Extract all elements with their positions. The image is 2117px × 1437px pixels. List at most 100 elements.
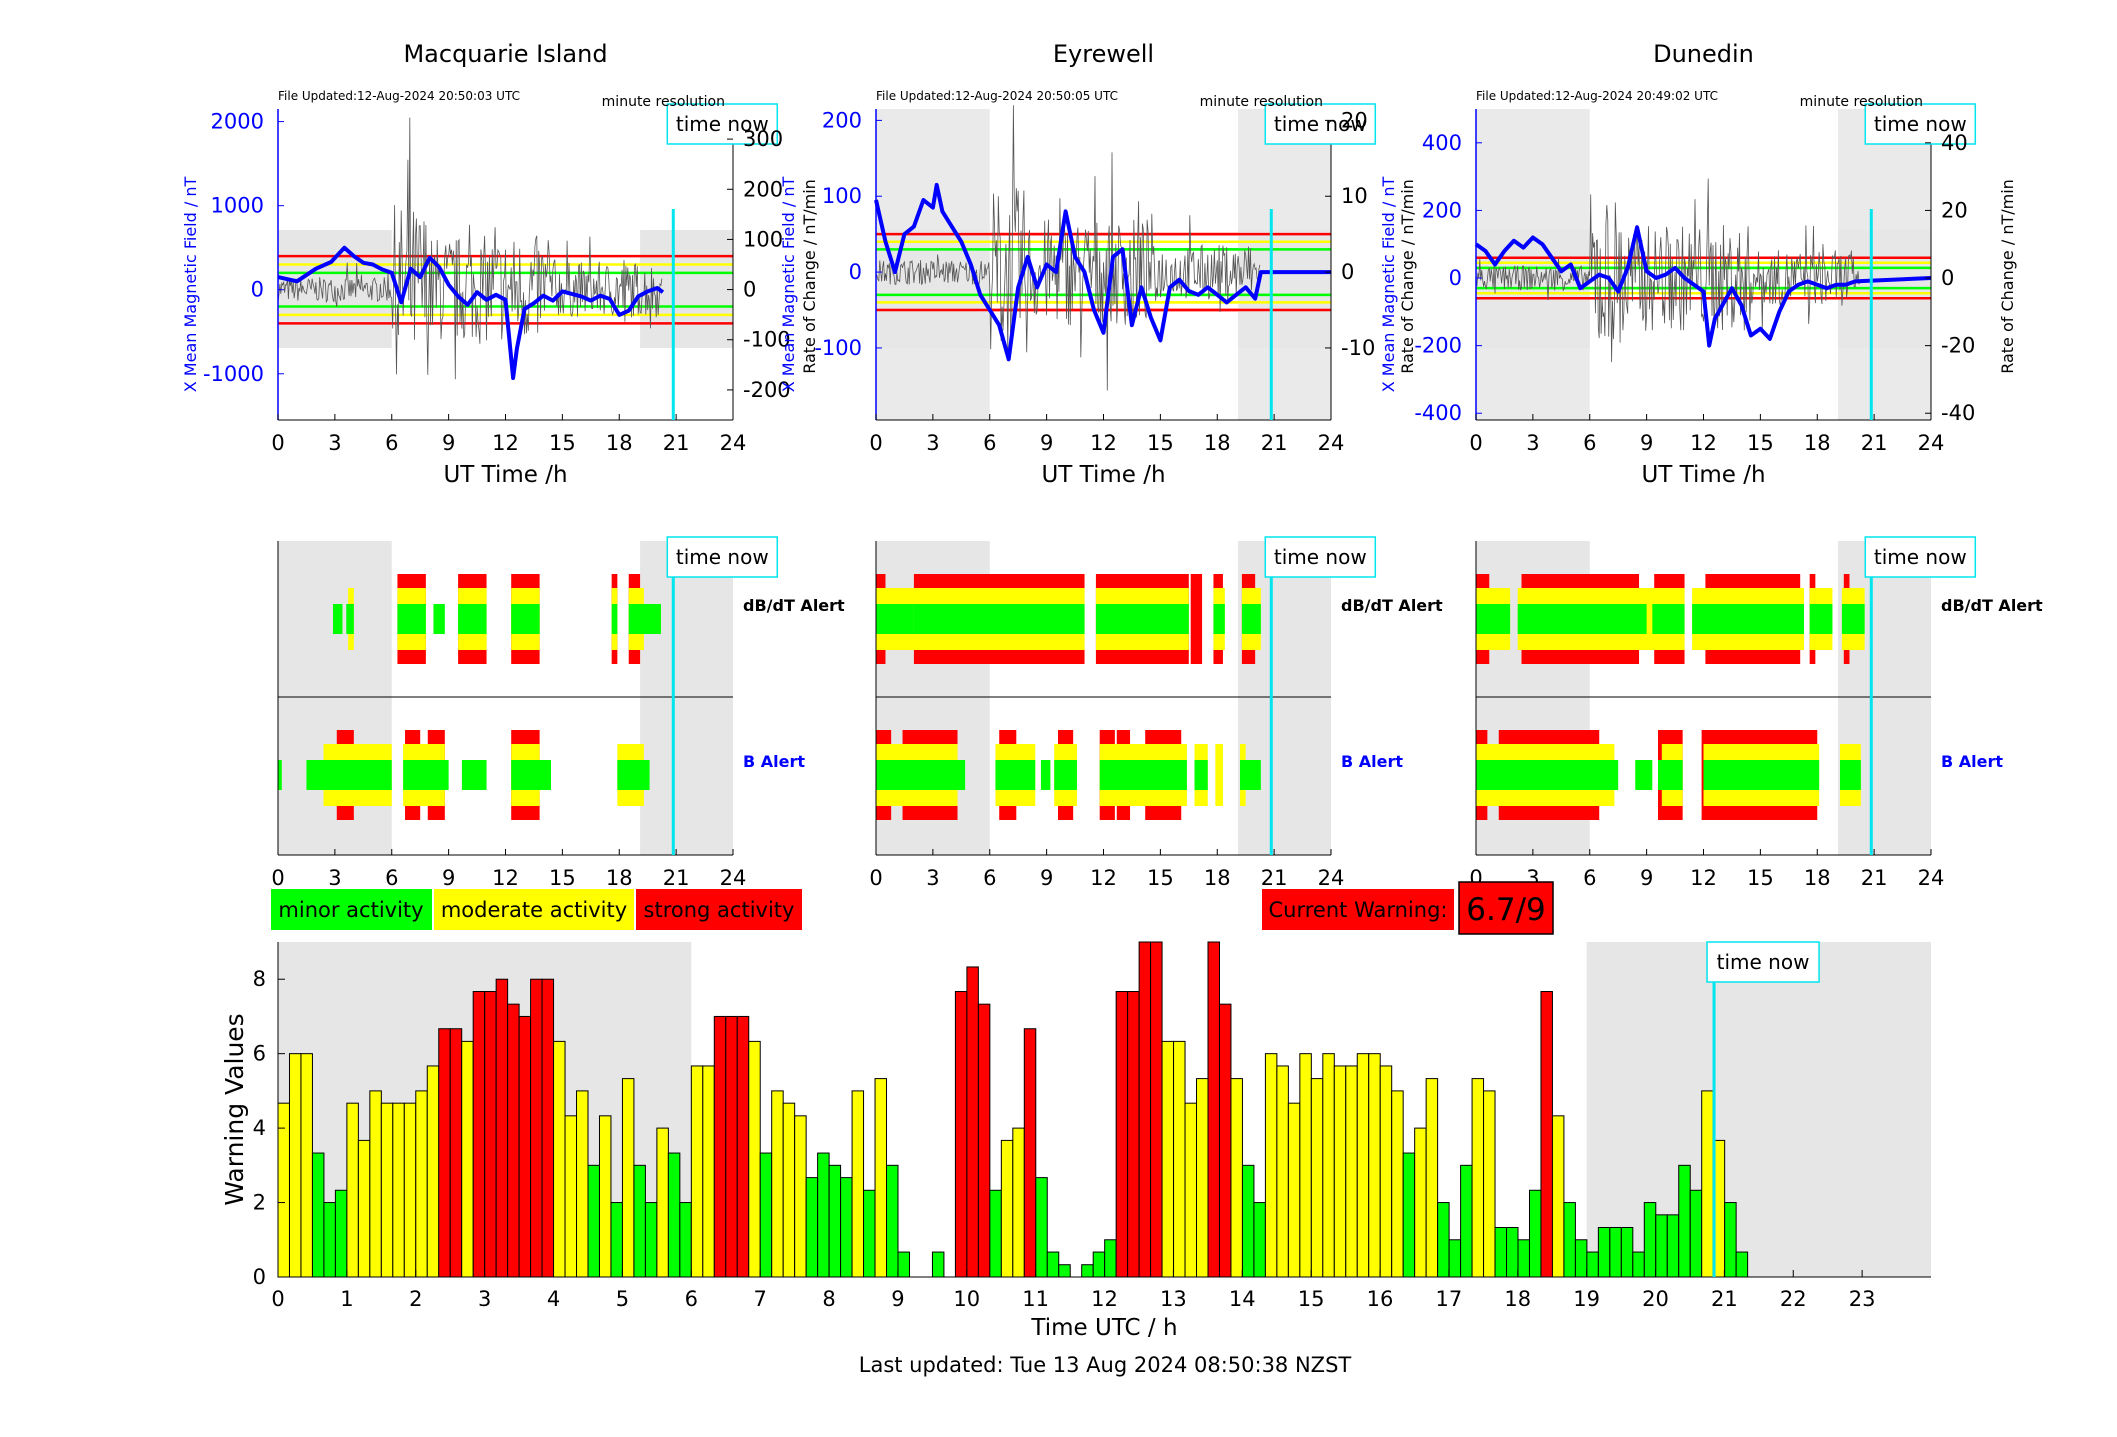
legend-moderate-label: moderate activity xyxy=(441,898,627,922)
left-tick-label: 2000 xyxy=(211,110,264,134)
warning-bar xyxy=(288,1053,302,1278)
bar-x-tick-label: 23 xyxy=(1849,1287,1876,1311)
x-tick-label: 6 xyxy=(385,431,398,455)
warning-bar xyxy=(1689,1189,1703,1278)
time-now-label: time now xyxy=(1274,112,1367,136)
file-updated-text: File Updated:12-Aug-2024 20:50:03 UTC xyxy=(278,89,520,103)
time-now-box xyxy=(1264,103,1377,145)
dbdt-alert-block-green xyxy=(913,604,1085,634)
time-now-box xyxy=(1864,103,1977,145)
warning-bar xyxy=(1046,1251,1060,1278)
bar-x-tick-label: 14 xyxy=(1229,1287,1256,1311)
dbdt-alert-block-green xyxy=(1841,604,1865,634)
right-tick-label: 100 xyxy=(743,227,783,251)
warning-bar xyxy=(1276,1065,1289,1278)
warning-bar xyxy=(1563,1202,1576,1278)
resolution-text: minute resolution xyxy=(1200,94,1323,110)
warning-bar xyxy=(1115,991,1129,1278)
left-axis-label: X Mean Magnetic Field / nT xyxy=(1379,177,1398,393)
right-tick-label: -100 xyxy=(743,328,791,352)
warning-bar xyxy=(1104,1239,1117,1278)
left-tick-label: -200 xyxy=(1414,334,1462,358)
x-tick-label: 18 xyxy=(606,431,633,455)
x-tick-label: 18 xyxy=(1804,431,1831,455)
b-alert-block-green xyxy=(995,760,1036,790)
warning-bar xyxy=(1345,1065,1358,1278)
bar-x-tick-label: 9 xyxy=(891,1287,904,1311)
dbdt-alert-block-green xyxy=(458,604,487,634)
warning-bar xyxy=(1620,1226,1634,1278)
b-alert-block-green xyxy=(876,760,966,790)
dbdt-alert-block-green xyxy=(332,604,343,634)
x-tick-label: 0 xyxy=(869,431,882,455)
alert-x-tick-label: 18 xyxy=(1204,866,1231,890)
right-axis-label: Rate of Change / nT/min xyxy=(1998,179,2017,374)
warning-bar xyxy=(748,1040,761,1278)
right-tick-label: -40 xyxy=(1941,401,1975,425)
warning-bar xyxy=(1701,1090,1714,1278)
alert-time-now-label: time now xyxy=(676,545,769,569)
warning-bar xyxy=(656,1127,669,1278)
bar-x-tick-label: 4 xyxy=(547,1287,560,1311)
legend-minor-swatch xyxy=(271,889,432,930)
b-alert-block-green xyxy=(1476,760,1619,790)
warning-bar xyxy=(805,1177,819,1278)
x-tick-label: 0 xyxy=(1469,431,1482,455)
dbdt-alert-block-green xyxy=(397,604,426,634)
warning-bar xyxy=(1368,1053,1381,1278)
warning-bar xyxy=(690,1065,704,1278)
x-tick-label: 15 xyxy=(1147,431,1174,455)
bar-x-tick-label: 21 xyxy=(1711,1287,1738,1311)
warning-bar xyxy=(507,1003,520,1278)
warning-bar xyxy=(426,1065,440,1278)
dbdt-alert-block-green xyxy=(1809,604,1833,634)
warning-bar xyxy=(495,978,509,1278)
warning-bar xyxy=(564,1115,578,1278)
left-tick-label: 200 xyxy=(1422,198,1462,222)
right-tick-label: -20 xyxy=(1941,334,1975,358)
bar-y-tick-label: 0 xyxy=(253,1265,266,1289)
warning-bar xyxy=(1574,1239,1588,1278)
alert-x-tick-label: 3 xyxy=(926,866,939,890)
right-axis-label: Rate of Change / nT/min xyxy=(1398,179,1417,374)
right-tick-label: 20 xyxy=(1341,108,1368,132)
field-trace xyxy=(874,182,1331,362)
alert-night-shading xyxy=(278,541,392,855)
warning-bar xyxy=(1597,1226,1611,1278)
bar-night-shading xyxy=(1586,942,1931,1277)
x-tick-label: 6 xyxy=(983,431,996,455)
bar-x-tick-label: 2 xyxy=(409,1287,422,1311)
resolution-text: minute resolution xyxy=(602,94,725,110)
bar-x-tick-label: 7 xyxy=(753,1287,766,1311)
alert-x-tick-label: 15 xyxy=(549,866,576,890)
last-updated-text: Last updated: Tue 13 Aug 2024 08:50:38 N… xyxy=(859,1353,1352,1377)
warning-bar xyxy=(1379,1065,1393,1278)
dbdt-alert-block-green xyxy=(511,604,540,634)
left-tick-label: -400 xyxy=(1414,401,1462,425)
warning-bar xyxy=(725,1015,738,1278)
file-updated-text: File Updated:12-Aug-2024 20:50:05 UTC xyxy=(876,89,1118,103)
x-tick-label: 12 xyxy=(1090,431,1117,455)
activity-legend: minor activity moderate activity strong ac… xyxy=(271,889,802,930)
rate-of-change-trace xyxy=(875,105,1261,391)
b-alert-block-green xyxy=(403,760,449,790)
bar-time-now-box xyxy=(1706,941,1820,983)
bar-x-tick-label: 10 xyxy=(953,1287,980,1311)
alert-x-tick-label: 24 xyxy=(1918,866,1945,890)
warning-bar xyxy=(1586,1251,1599,1278)
warning-bar xyxy=(1150,941,1163,1278)
dbdt-alert-block-green xyxy=(1095,604,1189,634)
legend-strong-label: strong activity xyxy=(644,898,795,922)
b-alert-block-green xyxy=(1194,760,1208,790)
warning-bar xyxy=(1333,1065,1347,1278)
warning-bar xyxy=(403,1102,417,1278)
file-updated-text: File Updated:12-Aug-2024 20:49:02 UTC xyxy=(1476,89,1718,103)
warning-bar xyxy=(1184,1102,1198,1278)
warning-bar xyxy=(1012,1127,1025,1278)
night-shading-full xyxy=(1238,109,1331,420)
warning-bar xyxy=(1000,1139,1014,1278)
current-warning-label-box xyxy=(1262,889,1454,930)
warning-bar xyxy=(1138,941,1152,1278)
warning-bar xyxy=(1196,1078,1209,1278)
